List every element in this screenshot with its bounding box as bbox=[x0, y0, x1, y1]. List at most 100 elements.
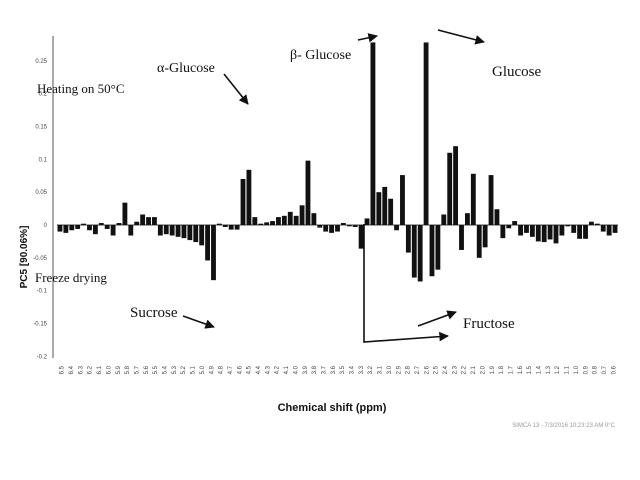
fructose-upper-arrow bbox=[417, 310, 457, 327]
x-tick-label: 6.2 bbox=[88, 365, 94, 374]
x-tick-label: 5.0 bbox=[200, 365, 206, 374]
x-tick-label: 2.3 bbox=[452, 365, 458, 374]
bar bbox=[482, 225, 488, 248]
x-tick-label: 2.0 bbox=[480, 365, 486, 374]
x-tick-label: 2.4 bbox=[443, 365, 449, 374]
bar bbox=[553, 225, 559, 244]
x-tick-label: 3.6 bbox=[331, 365, 337, 374]
bar bbox=[128, 225, 134, 236]
bar bbox=[252, 217, 258, 225]
bar bbox=[181, 225, 187, 239]
bar bbox=[323, 225, 329, 232]
x-tick-label: 6.3 bbox=[78, 365, 84, 374]
bar bbox=[459, 225, 464, 250]
x-tick-label: 3.5 bbox=[340, 365, 346, 374]
bar bbox=[258, 223, 264, 225]
bar bbox=[175, 225, 181, 237]
bar bbox=[346, 225, 352, 227]
bar bbox=[411, 225, 417, 278]
bar bbox=[352, 225, 358, 227]
x-tick-label: 3.1 bbox=[378, 365, 384, 374]
bar bbox=[370, 42, 376, 226]
x-tick-label: 0.8 bbox=[593, 365, 599, 374]
bar bbox=[600, 225, 606, 232]
x-tick-label: 1.8 bbox=[499, 365, 505, 374]
bar bbox=[524, 225, 529, 233]
bar bbox=[470, 173, 476, 225]
freeze-drying-annotation: Freeze drying bbox=[35, 270, 107, 285]
x-tick-label: 5.8 bbox=[125, 365, 131, 374]
x-tick-label: 2.2 bbox=[462, 365, 468, 374]
y-tick-label: 0.2 bbox=[39, 92, 48, 98]
bar bbox=[211, 225, 216, 281]
bar bbox=[152, 217, 157, 225]
bar bbox=[228, 225, 234, 230]
bar bbox=[329, 225, 335, 233]
fructose-label: Fructose bbox=[463, 316, 515, 332]
sucrose-label: Sucrose bbox=[130, 305, 178, 321]
bar bbox=[116, 223, 122, 225]
x-tick-label: 1.7 bbox=[509, 365, 515, 374]
bar bbox=[394, 225, 399, 231]
bar bbox=[423, 42, 429, 226]
bar bbox=[222, 225, 228, 227]
x-tick-label: 4.9 bbox=[209, 365, 215, 374]
bar bbox=[311, 213, 317, 225]
x-tick-label: 0.9 bbox=[583, 365, 589, 374]
beta-glucose-arrow bbox=[357, 33, 378, 43]
x-tick-label: 1.0 bbox=[574, 365, 580, 374]
x-axis-label: Chemical shift (ppm) bbox=[278, 402, 387, 414]
bar bbox=[81, 223, 86, 225]
bar bbox=[518, 225, 523, 236]
x-tick-label: 4.4 bbox=[256, 365, 262, 374]
y-tick-label: 0.15 bbox=[35, 125, 47, 131]
bar bbox=[405, 225, 411, 253]
x-tick-label: 4.0 bbox=[293, 365, 299, 374]
x-tick-label: 1.3 bbox=[546, 365, 552, 374]
bar bbox=[612, 225, 618, 233]
x-tick-label: 5.3 bbox=[172, 365, 178, 374]
x-tick-label: 5.2 bbox=[181, 365, 187, 374]
bar bbox=[435, 225, 441, 270]
footer-text: SIMCA 13 - 7/3/2016 10:23:23 AM 0°C bbox=[512, 423, 615, 429]
x-tick-label: 2.5 bbox=[434, 365, 440, 374]
x-tick-label: 6.0 bbox=[106, 365, 112, 374]
glucose-arrow bbox=[437, 29, 485, 45]
bar bbox=[299, 205, 305, 225]
bar bbox=[488, 175, 494, 225]
bar bbox=[169, 225, 175, 236]
bar bbox=[335, 225, 340, 232]
heating-annotation: Heating on 50°C bbox=[37, 81, 125, 96]
y-tick-label: 0 bbox=[44, 223, 48, 229]
x-tick-label: 3.9 bbox=[303, 365, 309, 374]
y-tick-label: 0.25 bbox=[35, 59, 47, 65]
bar bbox=[447, 152, 453, 225]
x-tick-label: 2.9 bbox=[396, 365, 402, 374]
y-tick-label: -0.2 bbox=[37, 354, 48, 360]
bar bbox=[500, 225, 506, 239]
x-tick-label: 0.6 bbox=[611, 365, 617, 374]
x-tick-label: 5.7 bbox=[135, 365, 141, 374]
bar bbox=[565, 225, 571, 227]
x-tick-label: 5.5 bbox=[153, 365, 159, 374]
annotation-arrows bbox=[182, 29, 485, 343]
x-tick-label: 4.7 bbox=[228, 365, 234, 374]
bar bbox=[464, 213, 470, 225]
sucrose-arrow bbox=[182, 315, 215, 329]
bar bbox=[110, 225, 116, 236]
bar bbox=[506, 225, 512, 229]
x-tick-label: 5.4 bbox=[163, 365, 169, 374]
x-tick-label: 2.8 bbox=[406, 365, 412, 374]
bar bbox=[246, 169, 252, 225]
x-tick-label: 6.1 bbox=[97, 365, 103, 374]
bar bbox=[264, 222, 270, 225]
y-tick-label: -0.1 bbox=[37, 289, 48, 295]
fructose-lower-bracket bbox=[363, 224, 449, 343]
bar bbox=[146, 217, 151, 225]
bar bbox=[92, 225, 98, 235]
bar bbox=[547, 225, 553, 240]
bar bbox=[382, 186, 388, 225]
x-axis-ticks: 6.5 6.4 6.3 6.2 6.1 6.0 5.9 5.8 5.7 5.6 5.5 5.4 5.3 5… bbox=[60, 365, 618, 374]
x-tick-label: 5.6 bbox=[144, 365, 150, 374]
x-tick-label: 1.6 bbox=[518, 365, 524, 374]
